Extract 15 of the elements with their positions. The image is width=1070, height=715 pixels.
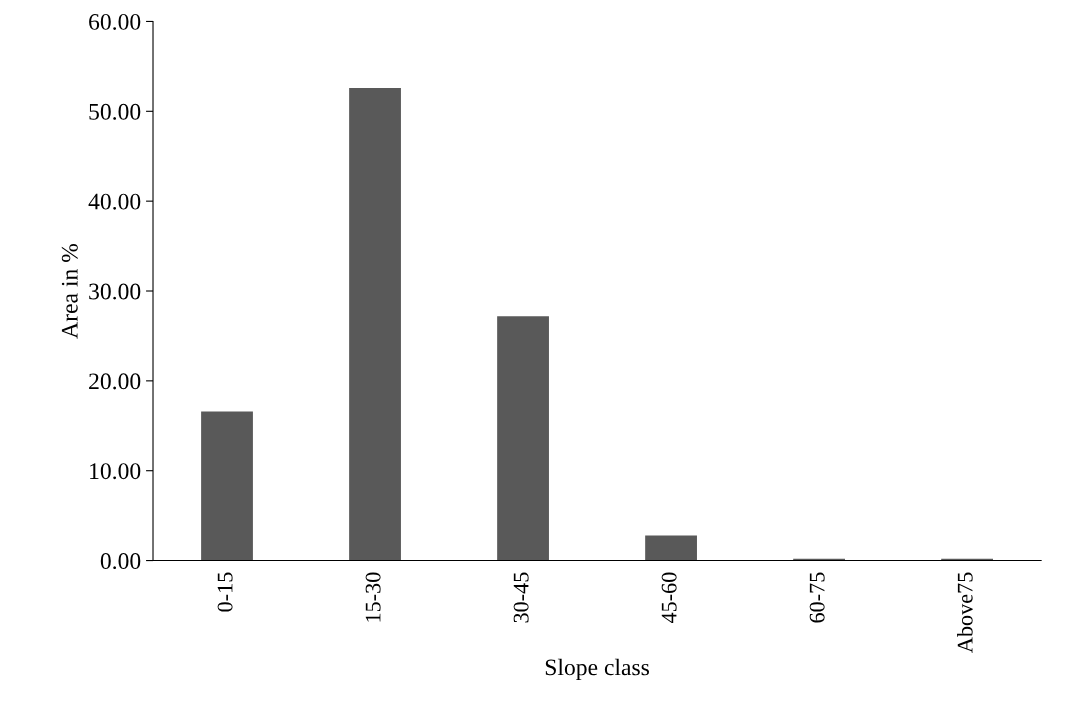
x-tick-label: 0-15 — [217, 572, 233, 612]
y-tick-label: 20.00 — [89, 373, 141, 390]
x-tick-label: Above75 — [957, 572, 973, 653]
x-tick-label: 60-75 — [809, 572, 825, 623]
x-tick-label: 15-30 — [365, 572, 381, 622]
y-tick-label: 50.00 — [89, 103, 141, 120]
y-tick-label: 0.00 — [100, 553, 141, 570]
y-tick-label: 40.00 — [88, 193, 141, 210]
x-tick-label: 45-60 — [661, 572, 677, 624]
y-axis-title: Area in % — [61, 243, 78, 339]
x-axis-title: Slope class — [545, 658, 649, 681]
y-tick-label: 30.00 — [89, 283, 141, 300]
y-tick-label: 60.00 — [89, 13, 141, 30]
y-tick-label: 10.00 — [90, 463, 141, 480]
x-tick-label: 30-45 — [513, 572, 529, 623]
